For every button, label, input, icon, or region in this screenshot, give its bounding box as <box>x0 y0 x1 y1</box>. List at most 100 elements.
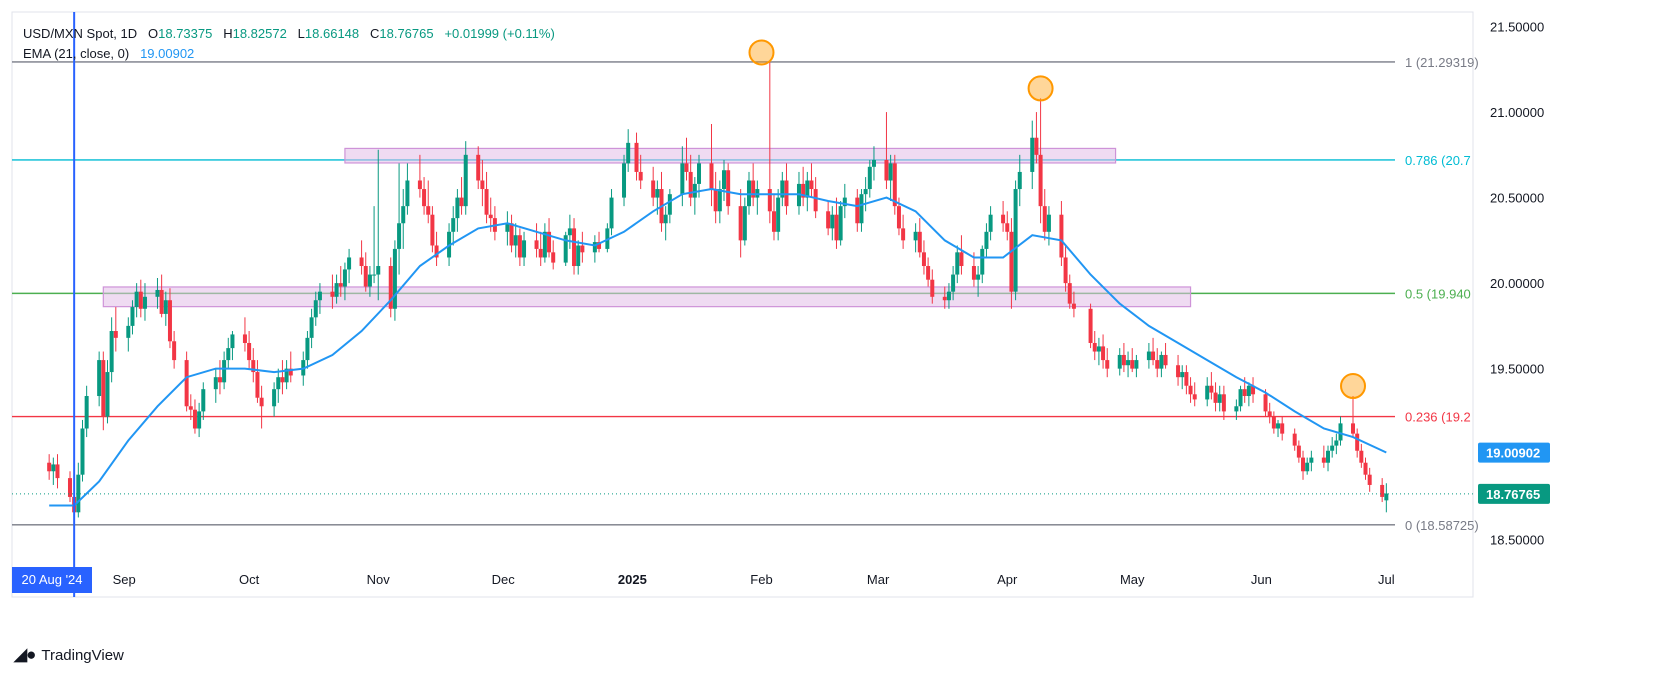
candle-body <box>138 291 143 309</box>
open-value: 18.73375 <box>158 26 213 41</box>
candle-body <box>859 194 864 224</box>
candle-body <box>1242 389 1247 397</box>
crosshair-date-label: 20 Aug '24 <box>21 572 82 587</box>
candle-body <box>813 189 818 212</box>
candle-body <box>272 389 277 407</box>
candle-body <box>330 291 335 297</box>
candle-body <box>201 389 206 412</box>
candle-body <box>172 341 177 361</box>
candle-body <box>342 269 347 287</box>
fib-label-0.236: 0.236 (19.2 <box>1405 410 1471 425</box>
candle-body <box>1330 445 1335 451</box>
candle-body <box>771 211 776 232</box>
candle-body <box>867 166 872 190</box>
candle-body <box>255 372 260 398</box>
last-price-badge-bg <box>1478 483 1550 504</box>
candle-body <box>280 377 285 383</box>
candle-body <box>597 242 602 249</box>
candle-body <box>592 242 597 253</box>
zone-box-0 <box>344 147 1117 164</box>
candle-body <box>363 266 368 287</box>
tradingview-brand[interactable]: ◢● TradingView <box>14 645 124 665</box>
candle-body <box>1338 423 1343 441</box>
candle-body <box>838 206 843 241</box>
candle-body <box>388 266 393 309</box>
candle-body <box>542 231 547 258</box>
candle-body <box>638 171 643 181</box>
candle-body <box>884 159 889 181</box>
candle-body <box>184 360 189 407</box>
candle-body <box>826 211 831 229</box>
x-tick-label: Mar <box>867 572 890 587</box>
candle-body <box>1276 423 1281 429</box>
candle-body <box>1205 385 1210 400</box>
candle-body <box>713 189 718 212</box>
candle-body <box>921 252 926 267</box>
candle-body <box>80 428 85 475</box>
candle-body <box>51 464 56 472</box>
low-label: L <box>297 26 305 41</box>
candle-body <box>538 248 543 258</box>
candle-body <box>334 283 339 297</box>
chart-legend: USD/MXN Spot, 1D O18.73375 H18.82572 L18… <box>23 24 555 64</box>
candle-body <box>926 266 931 280</box>
fib-label-1: 1 (21.29319) <box>1405 55 1479 70</box>
candle-body <box>159 289 164 314</box>
candle-body <box>513 235 518 246</box>
y-tick-label: 20.50000 <box>1490 191 1544 206</box>
candle-body <box>888 163 893 181</box>
candle-body <box>1184 372 1189 386</box>
candle-body <box>317 291 322 301</box>
candle-body <box>742 206 747 241</box>
candle-body <box>1071 303 1076 309</box>
candle-body <box>505 223 510 232</box>
x-tick-label: 2025 <box>618 572 647 587</box>
candle-body <box>971 266 976 280</box>
ema-label[interactable]: EMA (21, close, 0) <box>23 46 130 61</box>
peak-marker-0 <box>748 39 775 66</box>
candle-body <box>476 154 481 181</box>
candle-body <box>655 189 660 198</box>
last-price-badge: 18.76765 <box>1486 487 1540 502</box>
candle-body <box>1363 462 1368 475</box>
candle-body <box>97 360 102 397</box>
candle-body <box>247 342 252 361</box>
candle-body <box>459 197 464 207</box>
candle-body <box>896 206 901 229</box>
candle-body <box>1292 433 1297 446</box>
symbol-label[interactable]: USD/MXN Spot, 1D <box>23 26 138 41</box>
candle-body <box>167 300 172 342</box>
candle-body <box>1380 484 1385 497</box>
open-label: O <box>148 26 159 41</box>
ema-price-badge-bg <box>1478 442 1550 463</box>
candle-body <box>1063 257 1068 284</box>
candle-body <box>1351 423 1356 434</box>
candle-body <box>522 240 527 258</box>
candle-body <box>134 291 139 308</box>
candle-body <box>1146 351 1151 361</box>
candle-body <box>801 183 806 198</box>
high-value: 18.82572 <box>232 26 287 41</box>
candle-body <box>1188 385 1193 395</box>
candle-body <box>305 337 310 361</box>
ema-line <box>49 187 1387 507</box>
candle-body <box>1134 360 1139 369</box>
candle-body <box>901 228 906 241</box>
candle-body <box>1067 283 1072 304</box>
candle-body <box>1238 389 1243 407</box>
y-tick-label: 21.50000 <box>1490 20 1544 35</box>
candle-body <box>1326 450 1331 463</box>
candle-body <box>547 231 552 253</box>
close-label: C <box>369 26 380 41</box>
candle-body <box>242 334 247 343</box>
fib-label-0.5: 0.5 (19.940 <box>1405 286 1471 301</box>
candle-body <box>313 300 318 318</box>
candle-body <box>1271 416 1276 429</box>
candle-body <box>751 180 756 198</box>
candle-body <box>692 183 697 198</box>
candle-body <box>217 377 222 383</box>
candle-body <box>197 411 202 429</box>
y-tick-label: 20.00000 <box>1490 276 1544 291</box>
ema-value: 19.00902 <box>140 46 195 61</box>
